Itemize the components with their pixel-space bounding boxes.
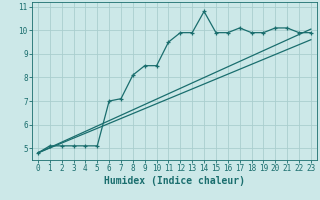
- X-axis label: Humidex (Indice chaleur): Humidex (Indice chaleur): [104, 176, 245, 186]
